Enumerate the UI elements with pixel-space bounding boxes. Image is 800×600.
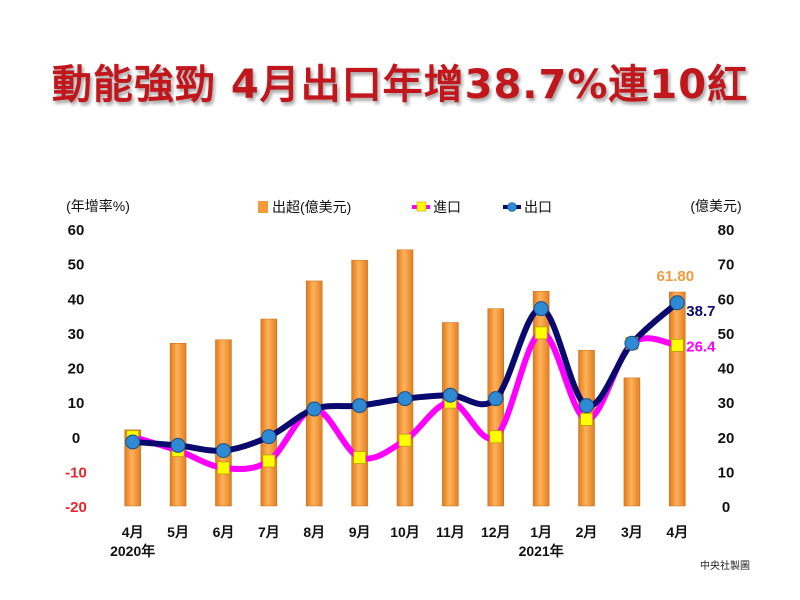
import-point xyxy=(262,454,276,468)
left-tick-label: 20 xyxy=(68,361,85,378)
bar xyxy=(623,377,641,507)
export-point xyxy=(579,398,595,414)
right-tick-label: 30 xyxy=(718,395,735,412)
left-axis-label: (年增率%) xyxy=(66,198,130,214)
legend-marker-export xyxy=(507,202,517,212)
bar xyxy=(578,349,595,507)
bar xyxy=(260,318,278,507)
category-label: 6月 xyxy=(213,524,235,540)
import-point xyxy=(353,451,367,464)
bar xyxy=(351,259,368,507)
bar xyxy=(124,429,141,507)
left-tick-label: 10 xyxy=(68,395,85,412)
legend-label: 出口 xyxy=(524,199,552,215)
category-label: 8月 xyxy=(303,524,325,540)
data-label: 26.4 xyxy=(686,338,716,355)
left-tick-label: -10 xyxy=(65,464,87,481)
chart-title: 動能強勁 4月出口年增38.7%連10紅 xyxy=(51,62,749,108)
export-point xyxy=(352,398,368,414)
category-label: 4月 xyxy=(666,524,688,540)
export-point xyxy=(215,443,231,459)
bar xyxy=(442,322,459,507)
left-tick-label: 50 xyxy=(68,257,85,274)
export-point xyxy=(624,335,640,351)
export-point xyxy=(669,295,685,311)
right-axis-label: (億美元) xyxy=(690,198,741,214)
export-point xyxy=(261,429,277,445)
bar xyxy=(532,291,550,507)
right-tick-label: 80 xyxy=(718,222,735,239)
left-tick-label: 0 xyxy=(72,430,80,447)
right-tick-label: 0 xyxy=(722,499,730,516)
left-tick-label: -20 xyxy=(65,499,87,516)
left-tick-label: 30 xyxy=(68,326,85,343)
labels-layer: 61.80 38.7 26.4 xyxy=(657,268,717,355)
import-point xyxy=(534,326,548,340)
export-point xyxy=(170,437,186,453)
year-label: 2020年 xyxy=(110,543,155,559)
bars-layer xyxy=(124,249,686,507)
right-tick-label: 20 xyxy=(718,430,735,447)
right-tick-label: 40 xyxy=(718,361,735,378)
data-label: 61.80 xyxy=(657,268,695,285)
left-tick-label: 60 xyxy=(68,222,85,239)
bar xyxy=(215,339,232,507)
legend-swatch-exports-surplus xyxy=(258,201,268,213)
bar xyxy=(669,291,686,507)
category-label: 11月 xyxy=(436,524,465,540)
credit-text: 中央社製圖 xyxy=(700,561,750,572)
import-point xyxy=(489,430,503,444)
legend: 出超(億美元) 進口 出口 xyxy=(258,199,552,215)
export-point xyxy=(442,387,458,403)
legend-label: 進口 xyxy=(433,199,461,215)
legend-label: 出超(億美元) xyxy=(272,199,351,215)
export-point xyxy=(397,391,413,407)
left-tick-label: 40 xyxy=(68,291,85,308)
category-label: 4月 xyxy=(122,524,144,540)
bar xyxy=(487,308,505,507)
import-point xyxy=(670,338,684,352)
import-point xyxy=(580,413,593,426)
category-label: 5月 xyxy=(167,524,189,540)
bar xyxy=(396,249,414,507)
export-point xyxy=(306,401,322,417)
right-tick-label: 50 xyxy=(718,326,735,343)
category-label: 2月 xyxy=(576,524,598,540)
bar xyxy=(169,343,187,507)
category-label: 3月 xyxy=(621,524,643,540)
markers-layer xyxy=(125,295,685,475)
category-label: 1月 xyxy=(530,524,552,540)
export-point xyxy=(488,391,504,407)
right-tick-label: 70 xyxy=(718,257,735,274)
right-tick-label: 60 xyxy=(718,291,735,308)
bar xyxy=(305,280,323,507)
right-tick-label: 10 xyxy=(718,464,735,481)
data-label: 38.7 xyxy=(686,303,715,320)
category-label: 10月 xyxy=(390,524,420,540)
category-label: 12月 xyxy=(481,524,511,540)
axes-layer: -20 -10 0 10 20 30 40 50 60 (年增率%) 0 10 20 30 40 50 60 70… xyxy=(65,198,742,559)
category-label: 7月 xyxy=(258,524,280,540)
year-label: 2021年 xyxy=(519,543,564,559)
legend-marker-import xyxy=(416,201,427,212)
import-point xyxy=(398,433,412,447)
export-point xyxy=(125,434,141,450)
import-point xyxy=(217,461,230,475)
category-label: 9月 xyxy=(349,524,371,540)
export-point xyxy=(533,301,549,317)
